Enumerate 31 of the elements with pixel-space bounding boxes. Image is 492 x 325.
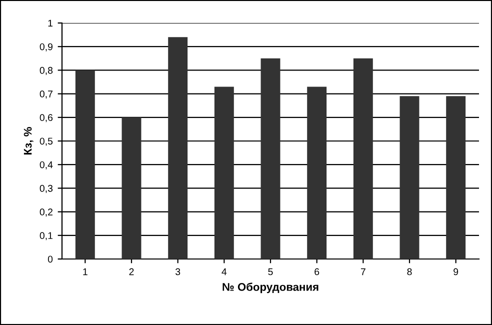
y-tick-label: 0,3 (40, 184, 53, 193)
bar (446, 96, 466, 259)
bar (168, 37, 188, 259)
x-tick-label: 8 (407, 268, 412, 276)
y-tick-label: 0,5 (40, 138, 53, 146)
x-tick-label: 7 (360, 268, 366, 276)
x-tick-label: 3 (176, 268, 180, 276)
bar (75, 70, 95, 259)
x-tick-label: 6 (314, 268, 320, 276)
x-tick-label: 9 (454, 268, 458, 276)
y-tick-label: 0,8 (40, 66, 53, 75)
y-tick-label: 0,7 (40, 90, 52, 99)
x-tick-label: 4 (222, 268, 227, 276)
bar (353, 58, 373, 259)
y-tick-label: 0 (48, 256, 53, 263)
bar (122, 117, 142, 259)
y-tick-label: 0,6 (40, 114, 53, 122)
bar (214, 86, 234, 259)
y-tick-label: 1 (48, 20, 52, 27)
x-axis-title: № Оборудования (222, 282, 318, 294)
bar (400, 96, 420, 259)
y-axis-title: Кз, % (24, 127, 34, 155)
x-tick-label: 2 (129, 268, 134, 276)
x-tick-label: 1 (83, 268, 88, 276)
x-tick-label: 5 (268, 268, 273, 276)
bar (307, 86, 327, 259)
bar (260, 58, 280, 259)
y-tick-label: 0,4 (40, 161, 53, 170)
y-tick-label: 0,1 (40, 232, 52, 240)
y-tick-label: 0,2 (40, 208, 52, 217)
y-tick-label: 0,9 (40, 43, 53, 52)
